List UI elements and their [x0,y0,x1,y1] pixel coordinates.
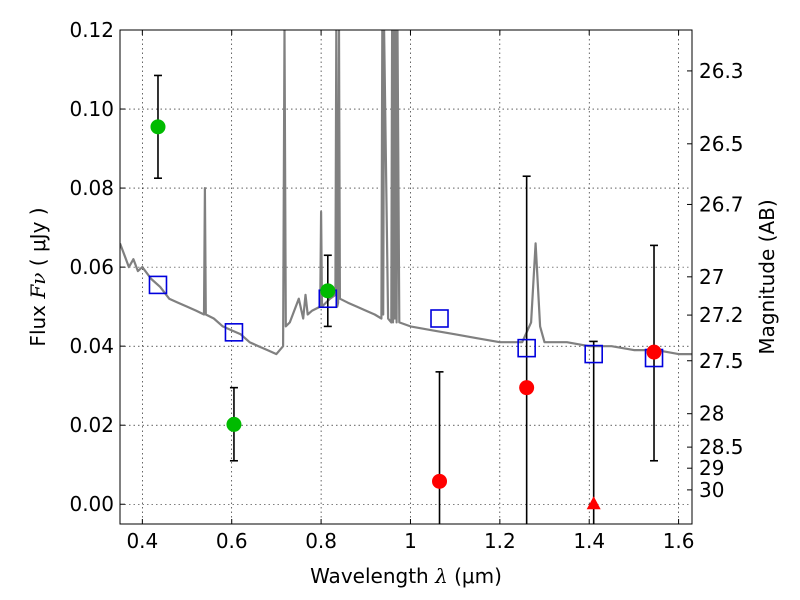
x-tick-label: 1.6 [663,529,695,553]
red-point [519,380,535,396]
x-axis-label: Wavelength λ (μm) [310,564,502,588]
right-tick-label: 28.5 [699,435,744,459]
model-sed-line [120,30,692,356]
model-sed-layer [120,30,692,356]
x-tick-label: 1.2 [484,529,516,553]
y-tick-label: 0.02 [69,413,114,437]
error-bars [153,74,659,524]
x-tick-label: 0.6 [216,529,248,553]
model-band-square [148,275,168,295]
right-tick-label: 27 [699,265,724,289]
y-axis-label-right: Magnitude (AB) [755,199,779,354]
x-tick-label: 0.4 [126,529,158,553]
green-point [226,416,242,432]
ticks: 0.4 0.6 0.8 1 1.2 1.4 1.6 0.00 0.02 0.04 0.06 0.08 0… [69,18,743,553]
green-point [320,283,336,299]
right-tick-label: 26.7 [699,192,744,216]
right-tick-label: 27.2 [699,303,744,327]
model-band-square [517,338,536,358]
green-point [150,119,166,135]
y-tick-label: 0.12 [69,18,114,42]
y-tick-label: 0.10 [69,97,114,121]
y-tick-label: 0.08 [69,176,114,200]
model-band-square [224,323,244,342]
right-tick-label: 27.5 [699,349,744,373]
red-point [432,473,448,489]
red-point [646,344,662,360]
right-tick-label: 26.3 [699,59,744,83]
right-tick-label: 28 [699,402,724,426]
right-tick-label: 29 [699,456,724,480]
y-tick-label: 0.00 [69,492,114,516]
right-tick-label: 26.5 [699,132,744,156]
x-tick-label: 0.8 [305,529,337,553]
y-axis-label-left: Flux Fν ( μJy ) [26,207,50,346]
y-tick-label: 0.06 [69,255,114,279]
x-tick-label: 1.4 [573,529,605,553]
x-tick-label: 1 [404,529,417,553]
upper-limit-triangle [586,496,601,510]
right-tick-label: 30 [699,478,724,502]
model-band-square [430,309,449,328]
y-tick-label: 0.04 [69,334,114,358]
model-band-square [584,344,603,364]
markers [148,119,664,510]
